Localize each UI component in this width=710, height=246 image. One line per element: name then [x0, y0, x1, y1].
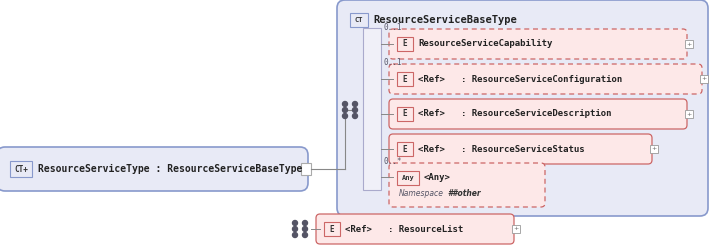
Circle shape — [352, 113, 358, 119]
Text: E: E — [403, 109, 408, 119]
Bar — [397, 37, 413, 51]
Bar — [512, 225, 520, 233]
Text: <Ref>   : ResourceServiceStatus: <Ref> : ResourceServiceStatus — [418, 144, 584, 154]
Text: Any: Any — [402, 175, 415, 181]
Circle shape — [342, 113, 347, 119]
Text: <Ref>   : ResourceServiceDescription: <Ref> : ResourceServiceDescription — [418, 109, 611, 119]
Circle shape — [342, 102, 347, 107]
Bar — [397, 171, 419, 185]
Bar — [397, 72, 413, 86]
Bar — [301, 163, 311, 175]
Text: E: E — [403, 75, 408, 83]
Text: 0..*: 0..* — [383, 157, 401, 166]
Text: E: E — [403, 144, 408, 154]
Bar — [363, 28, 381, 190]
Text: ResourceServiceCapability: ResourceServiceCapability — [418, 40, 552, 48]
FancyBboxPatch shape — [389, 64, 702, 94]
Bar — [324, 222, 340, 236]
Circle shape — [352, 102, 358, 107]
Text: <Ref>   : ResourceServiceConfiguration: <Ref> : ResourceServiceConfiguration — [418, 75, 622, 83]
Text: CT: CT — [355, 17, 364, 23]
FancyBboxPatch shape — [0, 147, 308, 191]
Text: ##other: ##other — [448, 188, 481, 198]
Bar — [700, 75, 708, 83]
Text: ResourceServiceType : ResourceServiceBaseType: ResourceServiceType : ResourceServiceBas… — [38, 164, 302, 174]
Bar — [10, 161, 32, 177]
Text: E: E — [403, 40, 408, 48]
Text: +: + — [687, 42, 692, 46]
Circle shape — [352, 108, 358, 112]
Text: 0..1: 0..1 — [383, 23, 401, 32]
Bar — [650, 145, 658, 153]
Bar — [685, 110, 693, 118]
Circle shape — [302, 227, 307, 231]
Text: E: E — [329, 225, 334, 233]
Text: <Ref>   : ResourceList: <Ref> : ResourceList — [345, 225, 463, 233]
Bar — [397, 107, 413, 121]
Text: ResourceServiceBaseType: ResourceServiceBaseType — [373, 15, 517, 25]
FancyBboxPatch shape — [389, 163, 545, 207]
Circle shape — [342, 108, 347, 112]
FancyBboxPatch shape — [389, 99, 687, 129]
Circle shape — [293, 220, 297, 226]
Text: 0..1: 0..1 — [383, 58, 401, 67]
Circle shape — [293, 232, 297, 237]
Text: Namespace: Namespace — [399, 188, 444, 198]
Circle shape — [302, 232, 307, 237]
Text: +: + — [701, 77, 706, 81]
Bar — [685, 40, 693, 48]
Text: <Any>: <Any> — [424, 173, 451, 183]
FancyBboxPatch shape — [389, 134, 652, 164]
FancyBboxPatch shape — [389, 29, 687, 59]
Text: +: + — [687, 111, 692, 117]
Bar — [397, 142, 413, 156]
Circle shape — [293, 227, 297, 231]
FancyBboxPatch shape — [316, 214, 514, 244]
Text: +: + — [513, 227, 518, 231]
Bar — [350, 13, 368, 27]
Circle shape — [302, 220, 307, 226]
FancyBboxPatch shape — [337, 0, 708, 216]
Text: +: + — [651, 147, 657, 152]
Text: CT+: CT+ — [14, 165, 28, 173]
